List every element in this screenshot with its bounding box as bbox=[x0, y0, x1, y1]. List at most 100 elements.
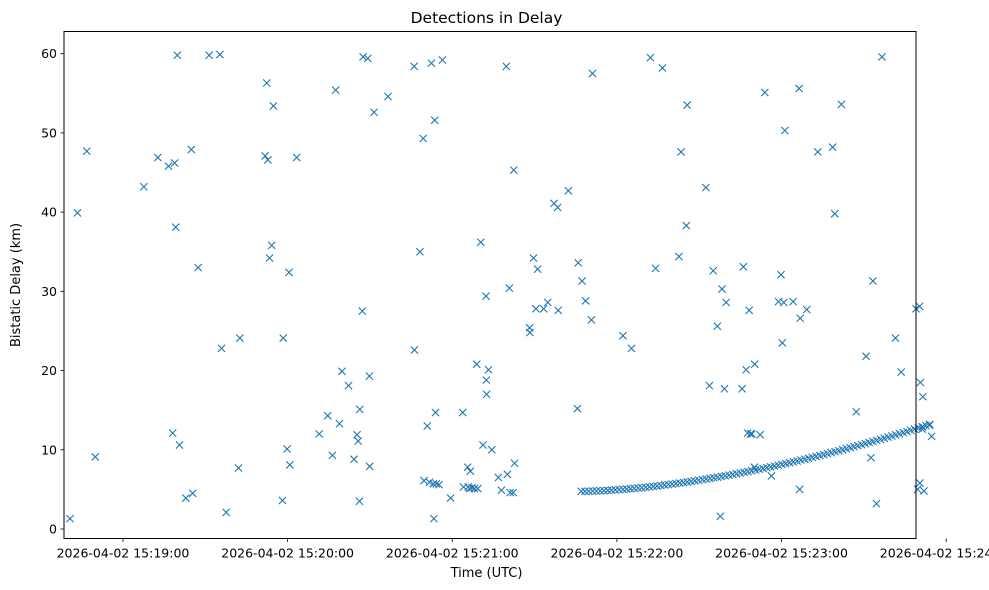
scatter-point bbox=[267, 241, 276, 250]
scatter-point bbox=[862, 352, 871, 361]
scatter-point bbox=[285, 268, 293, 277]
x-axis-label: Time (UTC) bbox=[450, 566, 523, 581]
scatter-point bbox=[651, 264, 660, 273]
scatter-point bbox=[837, 100, 846, 109]
scatter-point bbox=[716, 512, 725, 521]
scatter-point bbox=[359, 52, 368, 61]
scatter-point bbox=[918, 392, 927, 401]
scatter-point bbox=[168, 429, 177, 438]
track-point bbox=[584, 487, 593, 496]
scatter-point bbox=[350, 455, 359, 464]
scatter-point bbox=[222, 508, 231, 517]
scatter-point bbox=[745, 306, 754, 315]
scatter-point bbox=[750, 463, 759, 472]
scatter-point bbox=[867, 453, 875, 462]
x-axis: 2026-04-02 15:19:00 2026-04-02 15:20:00 20… bbox=[57, 538, 989, 561]
scatter-point bbox=[139, 182, 148, 191]
scatter-point bbox=[187, 145, 196, 154]
y-tick-label: 30 bbox=[41, 284, 57, 299]
scatter-point bbox=[419, 134, 428, 143]
scatter-point bbox=[509, 166, 518, 175]
x-tick-label: 2026-04-02 15:24:00 bbox=[880, 546, 989, 561]
y-tick-label: 40 bbox=[41, 205, 57, 220]
scatter-point bbox=[868, 277, 877, 286]
scatter-point bbox=[482, 390, 491, 399]
scatter-point bbox=[278, 496, 287, 505]
scatter-point bbox=[795, 485, 804, 494]
scatter-point bbox=[355, 497, 364, 506]
scatter-point bbox=[578, 277, 587, 286]
scatter-point bbox=[915, 479, 924, 488]
scatter-point bbox=[618, 331, 627, 340]
scatter-point bbox=[915, 302, 924, 311]
scatter-point bbox=[701, 183, 710, 192]
y-axis: 0 10 20 30 40 50 60 bbox=[41, 46, 64, 536]
track-point bbox=[630, 484, 639, 493]
scatter-point bbox=[315, 429, 324, 438]
scatter-point bbox=[66, 514, 75, 523]
scatter-point bbox=[344, 381, 353, 390]
scatter-point bbox=[217, 344, 226, 353]
scatter-point bbox=[682, 221, 691, 230]
scatter-point bbox=[539, 304, 548, 313]
track-point bbox=[634, 484, 643, 492]
track-point bbox=[622, 485, 631, 494]
scatter-point bbox=[553, 203, 562, 212]
scatter-point bbox=[742, 365, 751, 374]
track-point bbox=[577, 487, 586, 496]
scatter-point bbox=[722, 298, 731, 307]
scatter-point bbox=[365, 462, 374, 471]
scatter-point bbox=[720, 384, 729, 393]
scatter-point bbox=[739, 262, 748, 271]
scatter-point bbox=[627, 344, 636, 353]
scatter-point bbox=[173, 51, 182, 60]
scatter-point bbox=[269, 101, 278, 110]
track-point bbox=[611, 485, 620, 494]
scatter-point bbox=[509, 488, 518, 497]
scatter-point bbox=[705, 381, 714, 390]
scatter-point bbox=[738, 384, 747, 393]
scatter-point bbox=[331, 86, 340, 95]
scatter-point bbox=[760, 88, 769, 97]
scatter-point bbox=[718, 284, 726, 293]
scatter-point bbox=[897, 368, 906, 377]
scatter-point bbox=[777, 270, 785, 279]
scatter-point bbox=[438, 56, 447, 65]
scatter-point bbox=[153, 153, 162, 162]
track-point bbox=[607, 486, 616, 495]
scatter-point bbox=[423, 422, 432, 430]
scatter-point bbox=[677, 147, 686, 156]
scatter-point bbox=[813, 147, 822, 156]
scatter-point bbox=[746, 429, 755, 438]
scatter-point bbox=[353, 430, 362, 439]
track-point bbox=[653, 481, 661, 490]
scatter-point bbox=[510, 459, 519, 468]
track-point bbox=[618, 485, 627, 494]
scatter-point bbox=[234, 464, 243, 472]
scatter-point bbox=[430, 116, 439, 125]
scatter-point bbox=[564, 186, 573, 195]
scatter-point bbox=[472, 360, 481, 369]
scatter-point bbox=[279, 334, 288, 343]
scatter-point bbox=[750, 360, 759, 369]
data-points bbox=[66, 50, 936, 523]
scatter-point bbox=[205, 51, 214, 60]
scatter-point bbox=[658, 63, 667, 72]
track-point bbox=[599, 486, 608, 495]
scatter-point bbox=[337, 367, 346, 376]
track-point bbox=[603, 486, 612, 495]
scatter-point bbox=[82, 147, 91, 156]
scatter-point bbox=[420, 476, 428, 485]
scatter-point bbox=[588, 69, 597, 78]
x-tick-label: 2026-04-02 15:21:00 bbox=[386, 546, 519, 561]
scatter-point bbox=[463, 463, 472, 472]
scatter-point bbox=[830, 209, 839, 218]
y-tick-label: 50 bbox=[41, 125, 57, 140]
chart-title: Detections in Delay bbox=[411, 9, 563, 27]
scatter-point bbox=[779, 298, 788, 307]
x-tick-label: 2026-04-02 15:23:00 bbox=[715, 546, 848, 561]
scatter-point bbox=[181, 494, 190, 503]
track-point bbox=[925, 420, 934, 429]
track-point bbox=[645, 482, 654, 491]
